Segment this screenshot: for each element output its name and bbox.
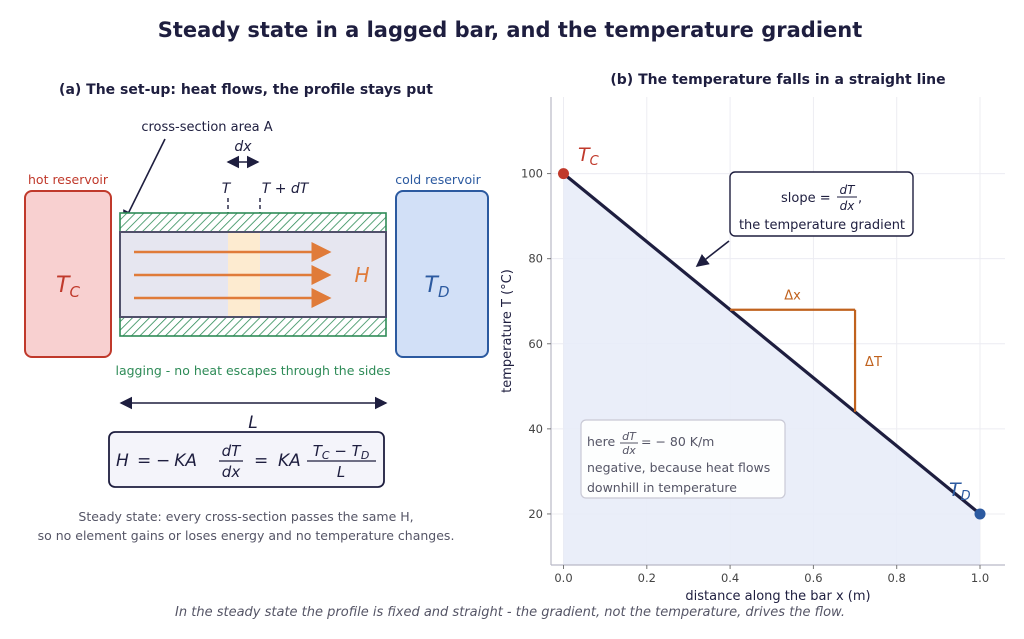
heat-equation: H = − KA dT dx = KA TC − TD L: [116, 442, 376, 481]
lagging-bottom: [119, 316, 387, 337]
t-dt-label: T + dT: [262, 181, 310, 197]
eq-equals-2: =: [254, 451, 268, 471]
cross-section-pointer: [123, 138, 166, 224]
dx-label: dx: [234, 139, 252, 155]
slope-box: [729, 171, 914, 237]
heat-symbol: H: [354, 263, 369, 287]
cold-end-point: [974, 508, 986, 520]
tc-point-label: TC: [578, 144, 600, 169]
eq-minus-ka: − KA: [156, 451, 197, 471]
slope-box-line1: slope =: [781, 191, 831, 206]
x-tick-label: 0.4: [721, 571, 739, 585]
note-line2: negative, because heat flows: [587, 460, 770, 475]
td-main: T: [424, 273, 439, 298]
eq-l: L: [337, 463, 345, 481]
equation-box: [108, 431, 385, 488]
slope-word: slope =: [781, 191, 831, 206]
figure-caption: In the steady state the profile is fixed…: [175, 605, 845, 620]
panel-b: (b) The temperature falls in a straight …: [500, 72, 1005, 604]
td-point-label: TD: [949, 479, 971, 504]
tc-main: T: [56, 273, 71, 298]
slope-dt: dT: [840, 183, 857, 197]
panel-b-title: (b) The temperature falls in a straight …: [610, 72, 945, 88]
y-tick-label: 60: [528, 337, 543, 351]
temperature-chart: 0.0 0.2 0.4 0.6 0.8 1.0 20 40 60 80 100 distance al…: [500, 97, 1005, 604]
cold-reservoir-label: cold reservoir: [395, 172, 481, 187]
td-point-sub: D: [961, 489, 971, 504]
x-tick-label: 0.2: [638, 571, 656, 585]
delta-x-label: Δx: [784, 289, 801, 304]
note-dt: dT: [622, 430, 637, 443]
slope-comma: ,: [858, 191, 862, 206]
cross-section-label: cross-section area A: [141, 120, 272, 135]
cold-reservoir-symbol: TD: [424, 273, 449, 301]
slope-box-line2: the temperature gradient: [739, 218, 905, 233]
figure-title: Steady state in a lagged bar, and the te…: [158, 18, 863, 42]
y-tick-label: 40: [528, 422, 543, 436]
steady-note-line2: so no element gains or loses energy and …: [38, 528, 455, 543]
panel-a: (a) The set-up: heat flows, the profile …: [24, 82, 489, 543]
note-here: here: [587, 434, 615, 449]
lagging-top: [119, 212, 387, 233]
eq-dx: dx: [222, 463, 241, 481]
slope-dx: dx: [840, 199, 856, 213]
length-label: L: [248, 413, 257, 433]
cold-reservoir: [395, 190, 489, 358]
x-tick-label: 0.0: [554, 571, 572, 585]
y-tick-label: 80: [528, 252, 543, 266]
tc-point-sub: C: [590, 154, 600, 169]
td-point-main: T: [949, 479, 962, 501]
eq-dt: dT: [222, 442, 243, 460]
hot-reservoir: [24, 190, 112, 358]
note-line3: downhill in temperature: [587, 480, 737, 495]
x-tick-label: 0.6: [804, 571, 822, 585]
lagging-label: lagging - no heat escapes through the si…: [115, 363, 390, 378]
x-axis-label: distance along the bar x (m): [685, 589, 870, 604]
delta-t-label: ΔT: [865, 355, 882, 370]
eq-h: H: [116, 451, 129, 471]
gradient-note-box: [580, 419, 786, 499]
x-tick-label: 0.8: [888, 571, 906, 585]
slope-pointer: [695, 240, 730, 267]
note-dx: dx: [622, 444, 636, 457]
tc-sub: C: [69, 283, 80, 301]
x-tick-label: 1.0: [971, 571, 989, 585]
hot-end-point: [557, 168, 569, 180]
eq-equals-1: =: [137, 451, 151, 471]
eq-numerator: TC − TD: [313, 442, 370, 462]
hot-reservoir-label: hot reservoir: [28, 172, 109, 187]
panel-a-title: (a) The set-up: heat flows, the profile …: [59, 82, 433, 98]
hot-reservoir-symbol: TC: [56, 273, 80, 301]
note-value: = − 80 K/m: [641, 434, 714, 449]
t-label: T: [222, 181, 232, 197]
eq-ka: KA: [278, 451, 301, 471]
y-tick-label: 100: [521, 167, 543, 181]
y-axis-label: temperature T (°C): [500, 269, 515, 393]
temperature-profile-line: [562, 172, 982, 516]
steady-note-line1: Steady state: every cross-section passes…: [78, 509, 413, 524]
tc-point-main: T: [578, 144, 591, 166]
td-sub: D: [438, 283, 450, 301]
y-tick-label: 20: [528, 507, 543, 521]
